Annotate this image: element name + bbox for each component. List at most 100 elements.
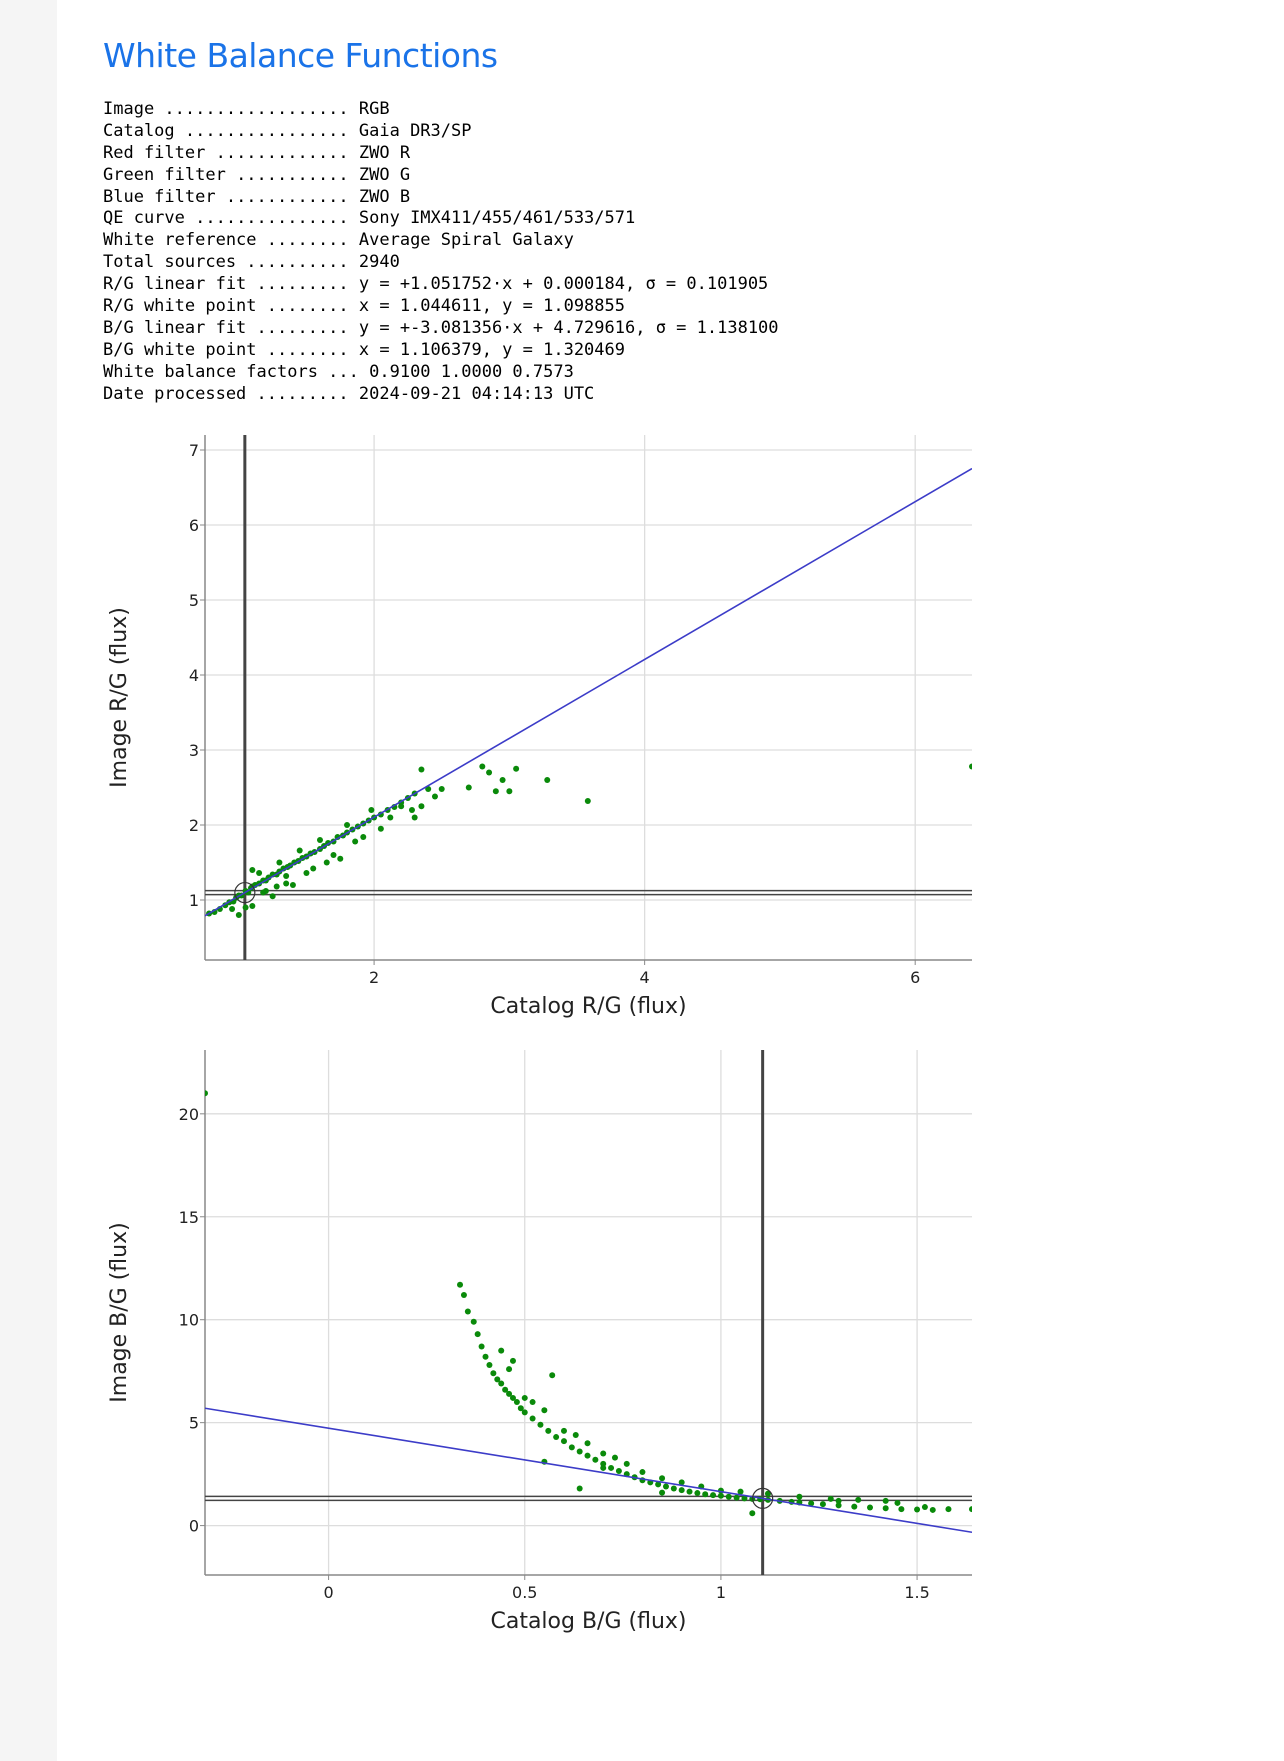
- data-point: [655, 1481, 662, 1488]
- data-point: [662, 1483, 669, 1490]
- info-row: B/G white point ........ x = 1.106379, y…: [103, 340, 779, 362]
- x-tick-label: 0: [323, 1583, 333, 1602]
- data-point: [544, 777, 551, 783]
- data-point: [513, 1399, 520, 1406]
- info-row: White balance factors ... 0.9100 1.0000 …: [103, 362, 779, 384]
- data-point: [283, 873, 290, 879]
- y-tick-label: 6: [189, 516, 199, 535]
- y-tick-label: 5: [189, 591, 199, 610]
- info-label: Blue filter: [103, 186, 216, 207]
- data-point: [741, 1495, 748, 1502]
- data-point: [725, 1493, 732, 1500]
- data-point: [914, 1506, 921, 1513]
- data-point: [256, 870, 263, 876]
- data-point: [921, 1504, 928, 1511]
- linear-fit-line: [205, 467, 972, 917]
- data-point: [764, 1490, 771, 1497]
- info-leader: .........: [246, 317, 359, 338]
- data-point: [560, 1427, 567, 1434]
- data-point: [513, 765, 520, 772]
- data-point: [330, 852, 337, 858]
- data-point: [499, 777, 506, 783]
- info-leader: .............: [205, 142, 359, 163]
- info-row: Catalog ................ Gaia DR3/SP: [103, 121, 779, 143]
- data-point: [659, 1489, 666, 1496]
- data-point: [517, 1405, 524, 1412]
- info-label: Total sources: [103, 252, 237, 273]
- data-point: [969, 1506, 972, 1513]
- info-label: Red filter: [103, 142, 206, 163]
- info-leader: ...............: [184, 208, 359, 229]
- data-point: [398, 803, 405, 810]
- data-point: [490, 1370, 497, 1377]
- data-point: [498, 1347, 505, 1354]
- data-point: [796, 1493, 803, 1500]
- info-row: Blue filter ............ ZWO B: [103, 187, 779, 209]
- data-point: [600, 1464, 607, 1471]
- data-point: [509, 1394, 516, 1401]
- data-point: [418, 803, 425, 810]
- white-point-marker: [234, 881, 256, 904]
- data-point: [478, 1343, 485, 1350]
- x-tick-label: 2: [369, 968, 379, 987]
- data-point: [702, 1491, 709, 1498]
- data-point: [611, 1454, 618, 1461]
- data-point: [205, 1090, 208, 1097]
- data-point: [418, 766, 425, 773]
- data-point: [337, 855, 344, 862]
- info-leader: .........: [246, 383, 359, 404]
- data-point: [572, 1432, 579, 1438]
- data-point: [568, 1444, 575, 1451]
- y-tick-label: 2: [189, 816, 199, 835]
- data-point: [560, 1438, 567, 1445]
- info-label: Green filter: [103, 164, 226, 185]
- data-point: [710, 1492, 717, 1499]
- data-point: [549, 1372, 556, 1379]
- data-point: [694, 1490, 701, 1497]
- x-tick-label: 0.5: [512, 1583, 537, 1602]
- data-point: [425, 786, 432, 792]
- data-point: [835, 1502, 842, 1509]
- info-value: Gaia DR3/SP: [358, 120, 472, 141]
- data-point: [323, 859, 330, 866]
- info-row: Red filter ............. ZWO R: [103, 143, 779, 165]
- rg-scatter-chart: 2 4 6 1 2 3 4 5 6 7 Catalog R/G (flux) Image R/G (f…: [107, 435, 972, 1019]
- data-point: [492, 788, 499, 795]
- info-label: Date processed: [103, 383, 247, 404]
- x-axis-label: Catalog R/G (flux): [490, 994, 686, 1019]
- plot-area: [205, 435, 972, 960]
- data-point: [474, 1331, 481, 1338]
- data-point: [969, 763, 972, 770]
- data-point: [486, 769, 493, 776]
- info-row: White reference ........ Average Spiral …: [103, 230, 779, 252]
- linear-fit-line: [205, 1407, 972, 1534]
- info-value: ZWO R: [358, 142, 411, 163]
- data-point: [509, 1357, 516, 1364]
- info-block: Image .................. RGB Catalog ....…: [103, 99, 779, 405]
- info-leader: ........: [256, 339, 359, 360]
- data-point: [600, 1460, 607, 1467]
- data-point: [229, 906, 236, 912]
- left-margin-strip: [0, 0, 57, 1761]
- data-point: [411, 814, 418, 821]
- info-leader: .........: [246, 274, 359, 295]
- data-point: [482, 1353, 489, 1360]
- data-point: [529, 1399, 536, 1406]
- data-point: [303, 870, 310, 876]
- info-value: Average Spiral Galaxy: [358, 230, 574, 251]
- info-row: Total sources .......... 2940: [103, 252, 779, 274]
- data-point: [470, 1318, 477, 1325]
- info-leader: ...........: [225, 164, 359, 185]
- info-label: White balance factors: [103, 361, 318, 382]
- info-value: ZWO B: [358, 186, 411, 207]
- data-point: [749, 1510, 756, 1517]
- info-label: Image: [103, 99, 155, 119]
- data-point: [529, 1415, 536, 1422]
- data-point: [592, 1456, 599, 1463]
- data-point: [438, 786, 445, 792]
- data-point: [486, 1362, 493, 1368]
- info-leader: ........: [256, 230, 359, 251]
- info-value: x = 1.106379, y = 1.320469: [358, 339, 625, 360]
- data-point: [457, 1281, 464, 1288]
- data-point: [835, 1497, 842, 1504]
